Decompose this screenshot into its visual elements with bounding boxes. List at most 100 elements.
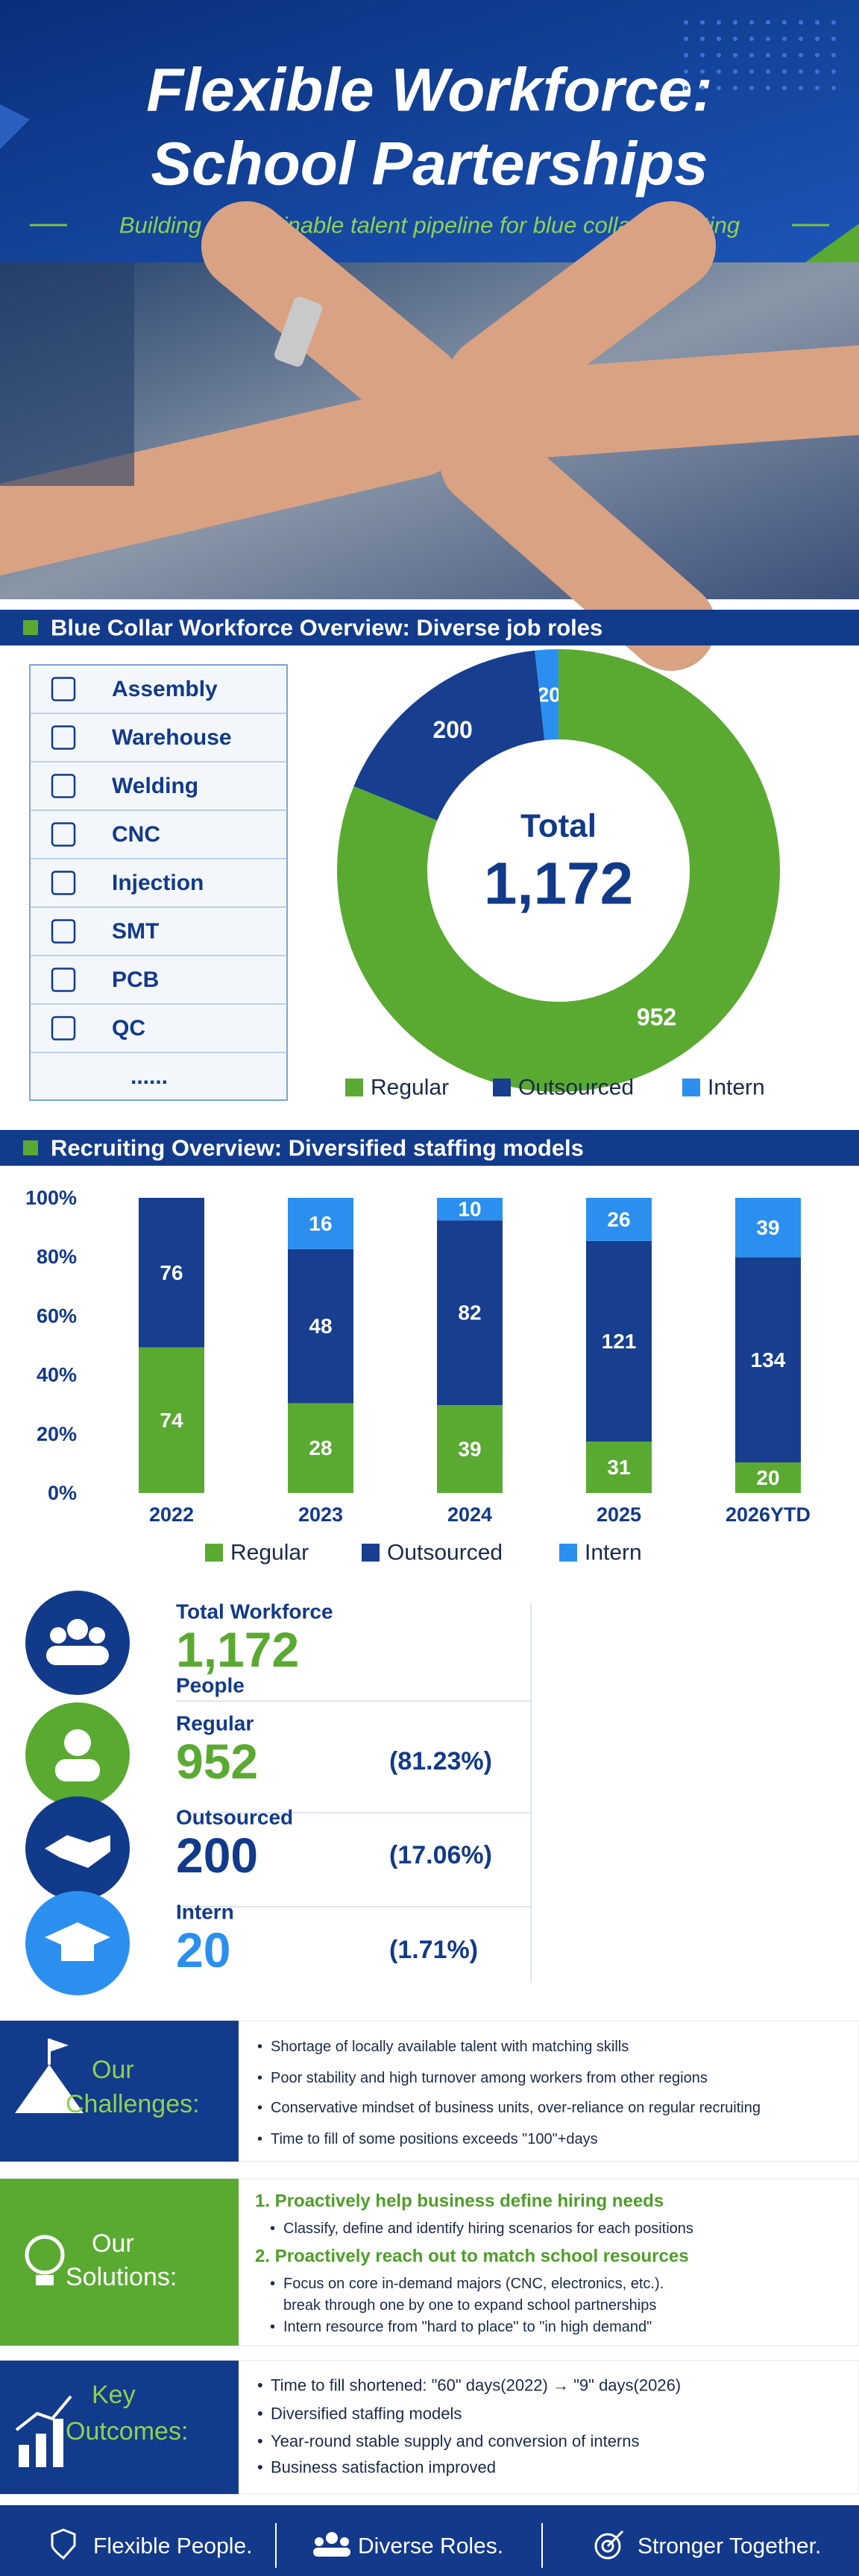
section-bar xyxy=(0,610,859,645)
stat-share: (81.23%) xyxy=(389,1747,492,1775)
bullet-text: Business satisfaction improved xyxy=(271,2458,496,2477)
title: School Parterships xyxy=(151,130,708,198)
footer-icon xyxy=(313,2532,350,2557)
photo xyxy=(0,201,859,671)
dot xyxy=(717,69,721,74)
stat-icon xyxy=(67,1619,88,1640)
arm xyxy=(432,345,859,462)
sleeve xyxy=(0,262,134,486)
dot xyxy=(831,86,836,90)
box-title: Our xyxy=(92,2056,134,2084)
stat-icon xyxy=(64,1729,91,1756)
arm xyxy=(201,201,462,432)
legend-label: Outsourced xyxy=(518,1076,634,1100)
footer-icon xyxy=(51,2528,76,2560)
dot xyxy=(831,37,836,41)
data-label: 26 xyxy=(607,1208,630,1231)
dot xyxy=(733,37,737,41)
stat-value: 20 xyxy=(176,1922,230,1977)
data-label: 31 xyxy=(607,1456,630,1479)
stat-unit: People xyxy=(176,1674,245,1697)
header-accent xyxy=(805,224,859,262)
data-label: 121 xyxy=(602,1330,637,1353)
x-tick-label: 2025 xyxy=(597,1503,641,1526)
x-tick-label: 2026YTD xyxy=(726,1503,811,1526)
donut-segment xyxy=(353,650,545,821)
role-icon xyxy=(51,774,76,798)
watch xyxy=(274,297,322,367)
role-icon xyxy=(51,1016,76,1041)
dot xyxy=(766,53,770,57)
flag xyxy=(49,2039,69,2052)
y-tick-label: 100% xyxy=(25,1187,77,1209)
donut-segment xyxy=(337,649,780,1092)
bar-icon xyxy=(36,2434,46,2467)
box-panel xyxy=(0,2179,239,2346)
stat-value: 200 xyxy=(176,1828,258,1883)
bar-segment xyxy=(586,1240,652,1442)
dot xyxy=(700,53,705,57)
dot xyxy=(717,37,721,41)
data-label: 74 xyxy=(160,1409,183,1432)
role-icon xyxy=(51,677,76,701)
stat-icon xyxy=(61,1945,94,1961)
x-tick-label: 2024 xyxy=(447,1503,492,1526)
bar-segment xyxy=(437,1198,503,1221)
bullet-text: break through one by one to expand schoo… xyxy=(283,2297,656,2314)
dot xyxy=(831,69,836,74)
role-label: ...... xyxy=(130,1064,168,1089)
dot xyxy=(684,53,688,57)
dot xyxy=(766,37,770,41)
data-label: 16 xyxy=(309,1212,332,1235)
stat-label: Intern xyxy=(176,1901,234,1924)
bar-segment xyxy=(586,1198,652,1241)
bullet: • xyxy=(257,2070,262,2086)
x-tick-label: 2022 xyxy=(149,1503,194,1526)
bar-segment xyxy=(735,1257,801,1462)
dot xyxy=(799,37,803,41)
role-label: Assembly xyxy=(112,677,218,701)
solution-icon xyxy=(25,2235,65,2285)
dot xyxy=(700,20,705,25)
stat-icon-bg xyxy=(25,1591,130,1695)
legend-swatch xyxy=(559,1544,577,1562)
bar-segment xyxy=(288,1248,353,1404)
bulb-base xyxy=(36,2275,54,2285)
role-label: Welding xyxy=(112,774,198,798)
dot xyxy=(782,69,787,74)
bar-icon xyxy=(19,2445,29,2467)
arm xyxy=(447,201,716,425)
stat-icon xyxy=(50,1627,66,1644)
title: Flexible Workforce: xyxy=(146,57,712,124)
y-tick-label: 20% xyxy=(37,1423,77,1445)
bulb xyxy=(25,2235,65,2275)
bullet: • xyxy=(270,2276,275,2292)
box-title: Key xyxy=(92,2381,136,2409)
bullet-text: Intern resource from "hard to place" to … xyxy=(283,2319,652,2335)
section-marker xyxy=(23,620,38,635)
dot xyxy=(799,69,803,74)
dot xyxy=(700,37,705,41)
role-label: PCB xyxy=(112,967,159,992)
donut-center-label: Total xyxy=(520,808,597,845)
dot xyxy=(717,86,721,90)
trend-icon xyxy=(15,2395,72,2431)
header-accent xyxy=(0,104,30,149)
data-label: 39 xyxy=(756,1216,779,1240)
dot xyxy=(766,86,770,90)
stat-label: Total Workforce xyxy=(176,1600,333,1623)
dot xyxy=(733,86,737,90)
footer-icon xyxy=(594,2530,624,2560)
dot xyxy=(782,86,787,90)
outcome-icon xyxy=(15,2395,72,2467)
footer-text: Diverse Roles. xyxy=(358,2534,503,2559)
dot xyxy=(700,69,705,74)
bullet-text: Classify, define and identify hiring sce… xyxy=(283,2220,693,2237)
role-icon xyxy=(51,919,76,944)
box-title: Solutions: xyxy=(66,2263,177,2291)
bar-icon xyxy=(53,2419,63,2467)
bullet: • xyxy=(270,2319,275,2335)
bar-segment xyxy=(735,1462,801,1493)
bullet: • xyxy=(257,2405,263,2423)
